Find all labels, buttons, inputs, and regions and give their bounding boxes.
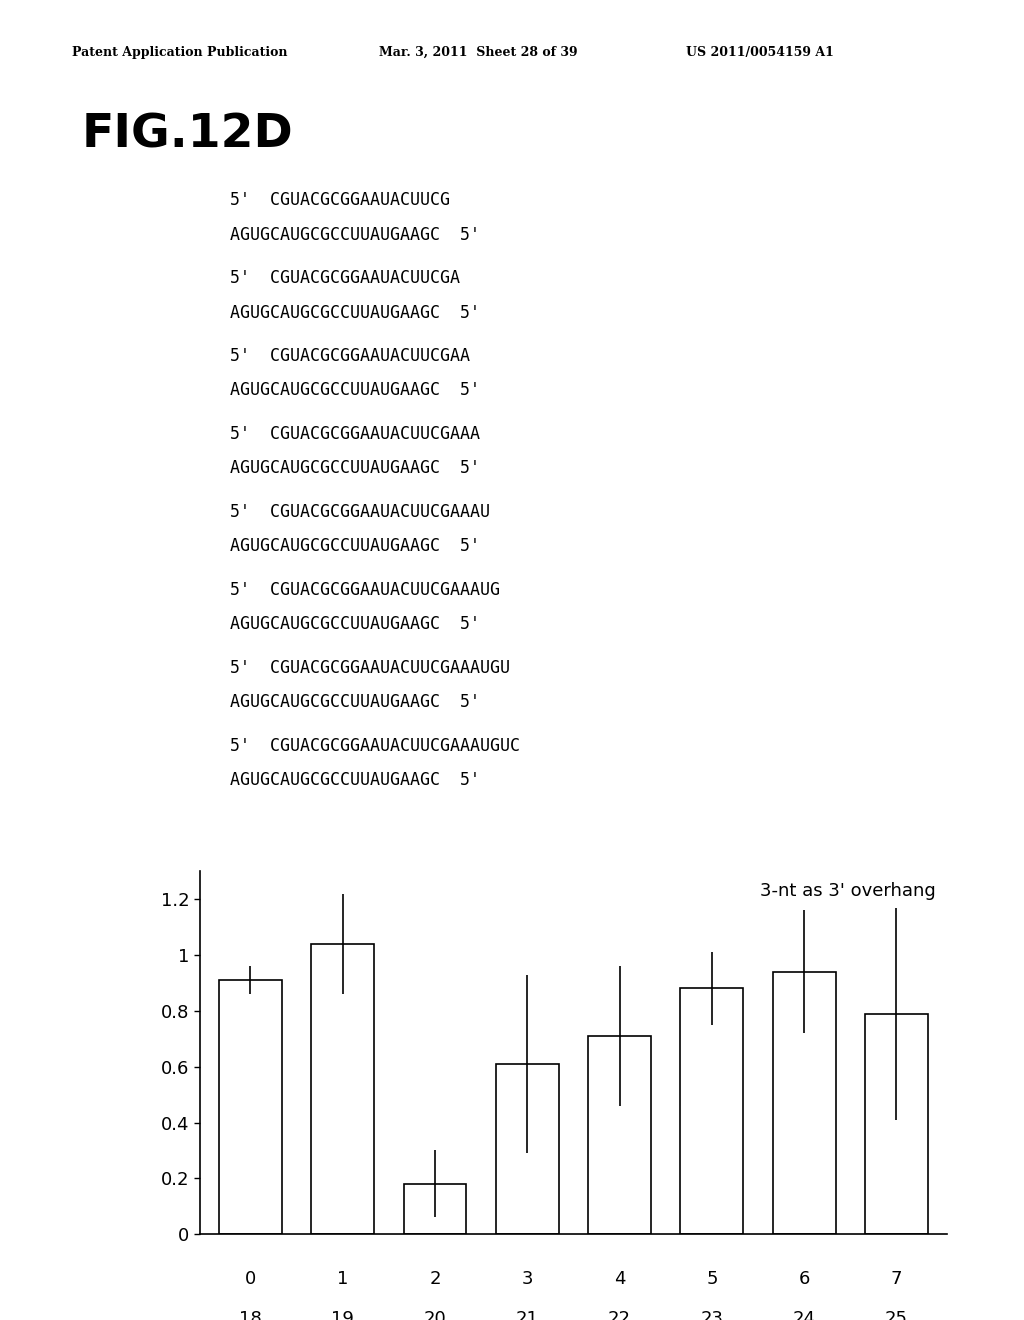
Text: 25: 25 [885, 1311, 908, 1320]
Bar [311, 944, 374, 1234]
Text: Patent Application Publication: Patent Application Publication [72, 46, 287, 59]
Text: 6: 6 [799, 1270, 810, 1288]
Text: US 2011/0054159 A1: US 2011/0054159 A1 [686, 46, 834, 59]
Text: AGUGCAUGCGCCUUAUGAAGC  5': AGUGCAUGCGCCUUAUGAAGC 5' [230, 381, 480, 400]
Text: AGUGCAUGCGCCUUAUGAAGC  5': AGUGCAUGCGCCUUAUGAAGC 5' [230, 771, 480, 789]
Bar [219, 979, 282, 1234]
Text: 0: 0 [245, 1270, 256, 1288]
Text: AGUGCAUGCGCCUUAUGAAGC  5': AGUGCAUGCGCCUUAUGAAGC 5' [230, 304, 480, 322]
Bar [403, 1184, 466, 1234]
Text: 5'  CGUACGCGGAAUACUUCGAA: 5' CGUACGCGGAAUACUUCGAA [230, 347, 470, 366]
Text: 19: 19 [332, 1311, 354, 1320]
Text: Mar. 3, 2011  Sheet 28 of 39: Mar. 3, 2011 Sheet 28 of 39 [379, 46, 578, 59]
Text: AGUGCAUGCGCCUUAUGAAGC  5': AGUGCAUGCGCCUUAUGAAGC 5' [230, 226, 480, 244]
Text: 5'  CGUACGCGGAAUACUUCGAAAUGUC: 5' CGUACGCGGAAUACUUCGAAAUGUC [230, 737, 520, 755]
Text: 7: 7 [891, 1270, 902, 1288]
Text: 5'  CGUACGCGGAAUACUUCGAAA: 5' CGUACGCGGAAUACUUCGAAA [230, 425, 480, 444]
Text: AGUGCAUGCGCCUUAUGAAGC  5': AGUGCAUGCGCCUUAUGAAGC 5' [230, 693, 480, 711]
Text: 5'  CGUACGCGGAAUACUUCGA: 5' CGUACGCGGAAUACUUCGA [230, 269, 461, 288]
Text: 18: 18 [239, 1311, 262, 1320]
Text: 5'  CGUACGCGGAAUACUUCGAAAU: 5' CGUACGCGGAAUACUUCGAAAU [230, 503, 490, 521]
Text: 24: 24 [793, 1311, 816, 1320]
Text: 22: 22 [608, 1311, 631, 1320]
Text: 5: 5 [707, 1270, 718, 1288]
Text: 3: 3 [521, 1270, 534, 1288]
Text: AGUGCAUGCGCCUUAUGAAGC  5': AGUGCAUGCGCCUUAUGAAGC 5' [230, 615, 480, 634]
Text: 5'  CGUACGCGGAAUACUUCG: 5' CGUACGCGGAAUACUUCG [230, 191, 451, 210]
Text: FIG.12D: FIG.12D [82, 112, 294, 157]
Bar [773, 972, 836, 1234]
Text: 5'  CGUACGCGGAAUACUUCGAAAUG: 5' CGUACGCGGAAUACUUCGAAAUG [230, 581, 501, 599]
Bar [865, 1014, 928, 1234]
Text: AGUGCAUGCGCCUUAUGAAGC  5': AGUGCAUGCGCCUUAUGAAGC 5' [230, 459, 480, 478]
Text: 4: 4 [613, 1270, 626, 1288]
Text: AGUGCAUGCGCCUUAUGAAGC  5': AGUGCAUGCGCCUUAUGAAGC 5' [230, 537, 480, 556]
Text: 23: 23 [700, 1311, 723, 1320]
Text: 20: 20 [424, 1311, 446, 1320]
Bar [681, 989, 743, 1234]
Text: 5'  CGUACGCGGAAUACUUCGAAAUGU: 5' CGUACGCGGAAUACUUCGAAAUGU [230, 659, 510, 677]
Text: 2: 2 [429, 1270, 440, 1288]
Text: 3-nt as 3' overhang: 3-nt as 3' overhang [760, 882, 936, 900]
Bar [588, 1036, 651, 1234]
Bar [496, 1064, 559, 1234]
Text: 21: 21 [516, 1311, 539, 1320]
Text: 1: 1 [337, 1270, 348, 1288]
